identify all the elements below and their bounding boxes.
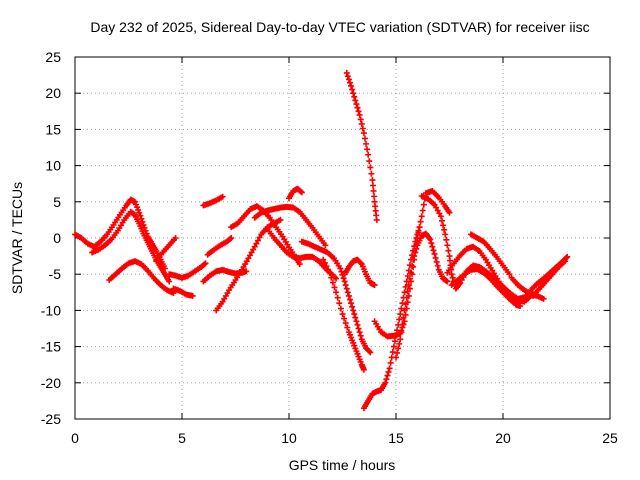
x-tick-labels: 0 5 10 15 20 25 xyxy=(71,430,618,446)
x-tick-label: 0 xyxy=(71,430,79,446)
x-tick-label: 10 xyxy=(281,430,297,446)
y-tick-label: -25 xyxy=(41,411,61,427)
x-tick-label: 5 xyxy=(178,430,186,446)
series-track-25 xyxy=(467,231,513,278)
series-track-10 xyxy=(213,216,284,314)
y-tick-labels: 25 20 15 10 5 0 -5 -10 -15 -20 -25 xyxy=(41,49,61,427)
series-markers xyxy=(360,224,423,412)
series-markers xyxy=(529,258,569,299)
series-markers xyxy=(200,193,226,209)
series-track-9 xyxy=(200,193,226,209)
y-tick-label: 25 xyxy=(45,49,61,65)
axis-ticks xyxy=(74,56,611,420)
series-markers xyxy=(341,256,378,289)
series-markers xyxy=(343,69,380,223)
series-track-21 xyxy=(393,230,451,361)
series-markers xyxy=(444,243,534,305)
series-track-19 xyxy=(360,224,423,412)
series-track-24 xyxy=(448,266,524,310)
series-markers xyxy=(89,208,173,285)
series-track-15 xyxy=(298,238,374,356)
y-tick-label: -15 xyxy=(41,339,61,355)
series-markers xyxy=(153,235,179,265)
y-tick-label: -20 xyxy=(41,375,61,391)
series-track-8 xyxy=(204,235,235,258)
series-track-5 xyxy=(166,260,209,281)
series-markers xyxy=(320,256,367,373)
series-markers xyxy=(393,230,451,361)
series-markers xyxy=(448,266,524,310)
chart-title: Day 232 of 2025, Sidereal Day-to-day VTE… xyxy=(90,19,589,35)
series-track-28 xyxy=(529,258,569,299)
series-markers xyxy=(72,196,168,272)
x-tick-label: 20 xyxy=(495,430,511,446)
grid xyxy=(75,57,610,419)
series-markers xyxy=(298,238,374,356)
x-axis-label: GPS time / hours xyxy=(289,457,396,473)
y-axis-label: SDTVAR / TECUs xyxy=(9,182,25,294)
series-track-16 xyxy=(320,256,367,373)
series-track-12 xyxy=(251,203,329,249)
series-track-1 xyxy=(72,196,168,272)
y-tick-label: 15 xyxy=(45,121,61,137)
y-tick-label: -5 xyxy=(49,266,62,282)
y-tick-label: -10 xyxy=(41,302,61,318)
series-markers xyxy=(251,203,329,249)
series-track-18 xyxy=(343,69,380,223)
y-tick-label: 10 xyxy=(45,158,61,174)
series-track-4 xyxy=(153,235,179,265)
series-track-6 xyxy=(170,285,196,299)
data-markers xyxy=(72,69,571,412)
series-markers xyxy=(170,285,196,299)
series-track-2 xyxy=(89,208,173,285)
series-track-17 xyxy=(341,256,378,289)
y-tick-label: 0 xyxy=(53,230,61,246)
series-markers xyxy=(166,260,209,281)
y-tick-label: 20 xyxy=(45,85,61,101)
series-markers xyxy=(204,235,235,258)
x-tick-label: 25 xyxy=(602,430,618,446)
series-markers xyxy=(213,216,284,314)
y-tick-label: 5 xyxy=(53,194,61,210)
series-track-14 xyxy=(286,185,305,202)
series-markers xyxy=(286,185,305,202)
series-track-3 xyxy=(106,258,177,297)
series-track-23 xyxy=(444,243,534,305)
series-markers xyxy=(106,258,177,297)
x-tick-label: 15 xyxy=(388,430,404,446)
series-markers xyxy=(467,231,513,278)
